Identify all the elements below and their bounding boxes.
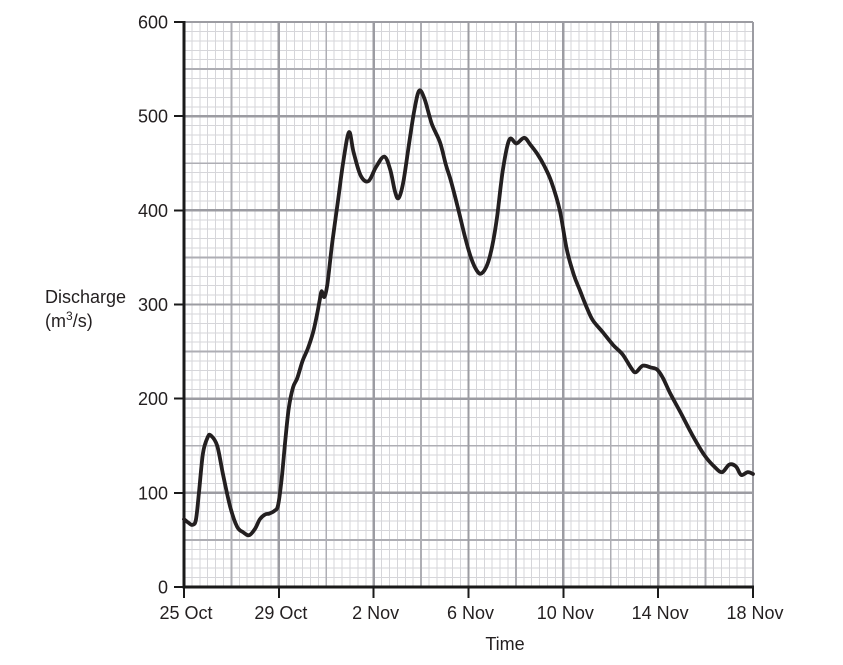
y-tick-label: 400 [138,201,168,221]
y-tick-label: 600 [138,12,168,32]
y-tick-label: 300 [138,295,168,315]
y-tick-labels: 0 100 200 300 400 500 600 [138,12,168,597]
tick-marks [174,21,754,598]
x-tick-label: 2 Nov [352,603,399,623]
y-tick-label: 0 [158,577,168,597]
x-axis-title: Time [485,634,525,654]
x-tick-label: 6 Nov [447,603,494,623]
x-tick-label: 29 Oct [254,603,307,623]
x-tick-labels: 25 Oct 29 Oct 2 Nov 6 Nov 10 Nov 14 Nov 18 Nov [159,603,783,623]
x-tick-label: 25 Oct [159,603,212,623]
y-axis-title-line2: (m3/s) [45,309,93,331]
y-axis-title: Discharge (m3/s) [45,285,126,333]
discharge-curve [182,88,755,538]
x-tick-label: 18 Nov [726,603,783,623]
y-tick-label: 100 [138,483,168,503]
y-tick-label: 500 [138,107,168,127]
y-tick-label: 200 [138,389,168,409]
x-tick-label: 10 Nov [537,603,594,623]
x-tick-label: 14 Nov [632,603,689,623]
y-axis-title-line1: Discharge [45,287,127,307]
discharge-line [182,88,755,538]
